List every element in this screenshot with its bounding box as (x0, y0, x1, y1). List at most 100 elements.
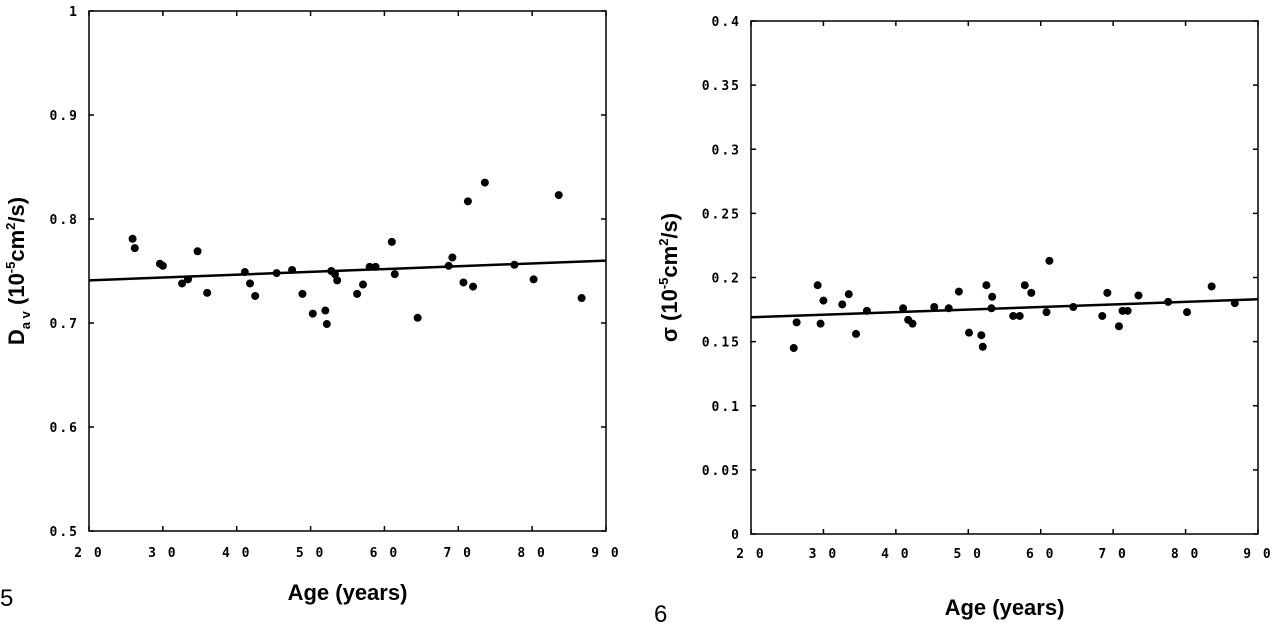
chart2-data-point (930, 302, 939, 311)
chart2-y-tick-label: 0.1 (712, 400, 741, 415)
chart2-figure-number: 6 (654, 601, 667, 624)
chart1-y-tick-label: 0.7 (50, 317, 79, 332)
chart2-y-tick-label: 0.25 (702, 207, 741, 222)
chart2-data-point (1027, 288, 1036, 297)
chart2-data-point (844, 290, 853, 299)
chart1-data-point (529, 275, 538, 284)
chart1-data-point (193, 247, 202, 256)
chart2: 2 0 3 0 4 0 5 0 6 0 7 0 8 0 9 0 0 0.05 0.1 0.15 0.2 0… (654, 15, 1272, 624)
chart2-data-point (1123, 306, 1132, 315)
chart1-data-point (359, 280, 368, 289)
chart1-data-point (203, 288, 212, 297)
chart1-x-tick-label: 2 0 (74, 546, 103, 561)
chart2-y-title-open: (10 (657, 289, 682, 327)
chart1-x-tick-label: 8 0 (517, 546, 546, 561)
chart1-data-point (246, 279, 255, 288)
chart2-y-tick-label: 0.05 (702, 464, 741, 479)
chart1-data-point (365, 262, 374, 271)
chart1-data-point (459, 278, 468, 287)
chart1-data-point (183, 275, 192, 284)
chart1-data-point (390, 270, 399, 279)
chart2-x-tick-label: 6 0 (1026, 547, 1055, 562)
chart1-data-point (272, 269, 281, 278)
chart2-x-tick-label: 5 0 (954, 547, 983, 562)
chart2-x-tick-label: 9 0 (1243, 547, 1272, 562)
chart1-y-title-unit: cm (4, 230, 29, 262)
chart1-data-point (333, 276, 342, 285)
chart2-data-point (977, 331, 986, 340)
chart1-x-tick-label: 5 0 (296, 546, 325, 561)
chart2-x-tick-label: 8 0 (1171, 547, 1200, 562)
chart2-data-point (862, 306, 871, 315)
chart2-data-point (1103, 288, 1112, 297)
chart2-x-tick-label: 7 0 (1098, 547, 1127, 562)
chart2-data-point (816, 319, 825, 328)
chart2-data-point (813, 281, 822, 290)
chart2-y-tick-label: 0.2 (712, 272, 741, 287)
chart2-y-title-unit: cm (657, 246, 682, 278)
chart2-data-point (965, 328, 974, 337)
chart1-y-tick-label: 0.6 (50, 421, 79, 436)
chart1-data-point (158, 261, 167, 270)
chart2-y-tick-label: 0.35 (702, 79, 741, 94)
chart1-x-tick-label: 3 0 (148, 546, 177, 561)
chart2-y-tick-label: 0.4 (712, 15, 741, 30)
chart1-data-point (371, 262, 380, 271)
chart2-data-point (1098, 311, 1107, 320)
chart2-data-point (1183, 308, 1192, 317)
chart1-data-point (308, 309, 317, 318)
chart2-y-tick-label: 0 (731, 528, 741, 543)
chart1-data-point (463, 197, 472, 206)
chart2-y-title-exponent: -5 (656, 278, 671, 290)
chart2-data-point (1114, 322, 1123, 331)
chart2-data-point (988, 292, 997, 301)
chart1-y-axis-title: Da v (10-5cm2/s) (3, 197, 33, 345)
chart1-y-title-symbol: D (4, 329, 29, 345)
chart2-data-point (1009, 311, 1018, 320)
chart1-data-point (448, 253, 457, 262)
chart2-data-point (1134, 291, 1143, 300)
chart2-y-title-exponent2: 2 (656, 239, 671, 246)
chart1-data-point (130, 244, 139, 253)
chart2-data-point (819, 296, 828, 305)
chart1-data-point (288, 265, 297, 274)
chart1-plot-frame (88, 10, 607, 532)
chart2-data-point (1164, 297, 1173, 306)
chart2-data-point (944, 304, 953, 313)
chart1-y-title-subscript: a v (18, 310, 33, 329)
chart2-data-point (987, 304, 996, 313)
chart1-data-point (322, 320, 331, 329)
chart2-data-point (838, 300, 847, 309)
chart2-data-point (852, 329, 861, 338)
chart2-data-point (1020, 281, 1029, 290)
chart1-data-point (251, 291, 260, 300)
chart1-x-axis-title: Age (years) (288, 580, 408, 605)
chart2-data-point (1042, 308, 1051, 317)
chart1-data-point (128, 234, 137, 243)
chart1-data-point (480, 178, 489, 187)
chart1-y-tick-label: 0.8 (50, 213, 79, 228)
chart1-x-tick-label: 9 0 (591, 546, 620, 561)
chart2-y-axis-title: σ (10-5cm2/s) (656, 213, 682, 342)
chart2-data-point (792, 318, 801, 327)
chart1-data-point (353, 289, 362, 298)
chart1-data-point (444, 261, 453, 270)
chart1-figure-number: 5 (0, 585, 13, 612)
chart2-data-point (978, 342, 987, 351)
chart2-data-point (908, 319, 917, 328)
chart1-data-point (178, 279, 187, 288)
chart1-data-point (510, 260, 519, 269)
chart2-data-point (899, 304, 908, 313)
chart1-x-tick-label: 4 0 (222, 546, 251, 561)
chart1-y-tick-label: 0.9 (50, 109, 79, 124)
chart2-x-axis-title: Age (years) (945, 595, 1065, 620)
chart2-y-tick-label: 0.3 (712, 143, 741, 158)
chart2-data-point (1230, 299, 1239, 308)
chart1-y-title-close: /s) (4, 197, 29, 223)
chart2-data-point (1207, 282, 1216, 291)
chart1-data-point (554, 191, 563, 200)
chart2-data-point (1069, 302, 1078, 311)
chart2-data-point (1015, 311, 1024, 320)
chart1-data-point (330, 270, 339, 279)
chart1-trend-line (88, 259, 607, 282)
